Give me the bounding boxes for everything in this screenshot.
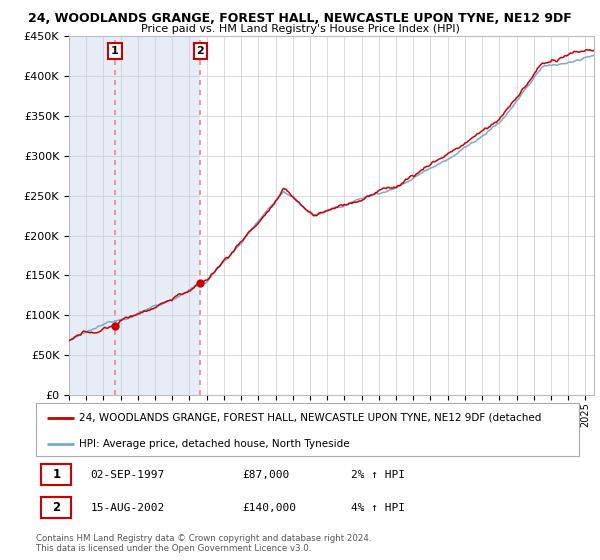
Text: 15-AUG-2002: 15-AUG-2002 [91,503,164,513]
Text: 24, WOODLANDS GRANGE, FOREST HALL, NEWCASTLE UPON TYNE, NE12 9DF (detached: 24, WOODLANDS GRANGE, FOREST HALL, NEWCA… [79,413,542,423]
Text: £140,000: £140,000 [242,503,296,513]
Bar [69,36,115,395]
FancyBboxPatch shape [36,403,579,456]
Text: 2: 2 [52,501,61,515]
FancyBboxPatch shape [41,464,71,486]
Text: HPI: Average price, detached house, North Tyneside: HPI: Average price, detached house, Nort… [79,439,350,449]
Text: 2% ↑ HPI: 2% ↑ HPI [351,470,405,480]
Text: Price paid vs. HM Land Registry's House Price Index (HPI): Price paid vs. HM Land Registry's House … [140,24,460,34]
Text: 02-SEP-1997: 02-SEP-1997 [91,470,164,480]
Bar [115,36,200,395]
Text: 4% ↑ HPI: 4% ↑ HPI [351,503,405,513]
Text: 1: 1 [111,46,119,56]
Text: Contains HM Land Registry data © Crown copyright and database right 2024.
This d: Contains HM Land Registry data © Crown c… [36,534,371,553]
Text: 24, WOODLANDS GRANGE, FOREST HALL, NEWCASTLE UPON TYNE, NE12 9DF: 24, WOODLANDS GRANGE, FOREST HALL, NEWCA… [28,12,572,25]
Text: 2: 2 [196,46,204,56]
Text: 1: 1 [52,468,61,482]
Text: £87,000: £87,000 [242,470,290,480]
FancyBboxPatch shape [41,497,71,519]
